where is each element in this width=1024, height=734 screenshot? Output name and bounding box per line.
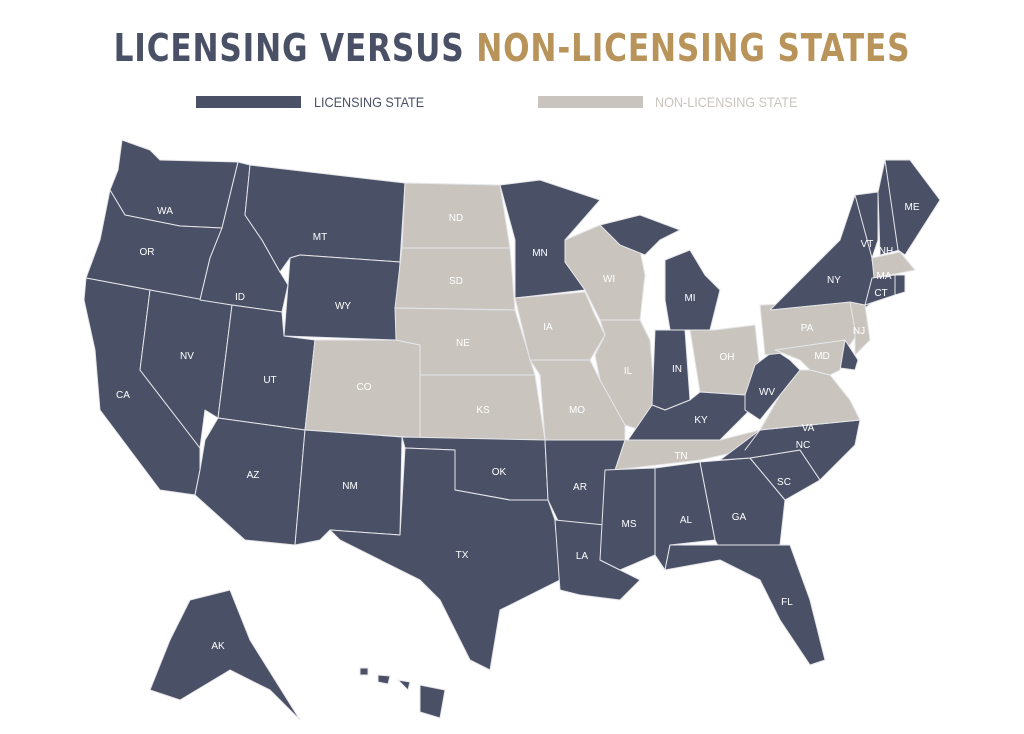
legend-swatch-non-licensing: [538, 96, 643, 108]
state-label-pa: PA: [801, 323, 814, 334]
state-hi: [419, 684, 446, 719]
state-label-fl: FL: [781, 597, 793, 608]
state-label-nj: NJ: [853, 326, 865, 337]
state-label-az: AZ: [247, 470, 260, 481]
state-label-wv: WV: [759, 387, 775, 398]
state-label-ak: AK: [211, 641, 225, 652]
state-in: [651, 329, 691, 411]
state-label-ms: MS: [622, 519, 637, 530]
state-nj: [849, 301, 871, 356]
state-label-id: ID: [235, 292, 245, 303]
state-label-md: MD: [814, 351, 830, 362]
state-label-wy: WY: [335, 301, 351, 312]
state-label-co: CO: [357, 382, 372, 393]
page-title: LICENSING VERSUS NON-LICENSING STATES: [92, 26, 932, 70]
state-label-ga: GA: [732, 512, 747, 523]
state-label-mn: MN: [532, 248, 548, 259]
legend-label-non-licensing: NON-LICENSING STATE: [655, 94, 798, 110]
state-label-nv: NV: [180, 351, 194, 362]
state-label-tx: TX: [456, 550, 469, 561]
state-label-ok: OK: [492, 467, 507, 478]
state-vt: [854, 191, 879, 259]
state-hi-island: [359, 667, 369, 676]
state-me: [884, 159, 941, 256]
state-label-oh: OH: [720, 352, 735, 363]
state-label-ne: NE: [456, 338, 470, 349]
state-mi-lower: [664, 249, 721, 331]
state-label-sd: SD: [449, 276, 463, 287]
state-hi-island: [377, 674, 391, 685]
state-label-ma: MA: [877, 271, 892, 282]
state-label-mo: MO: [569, 405, 585, 416]
state-az: [194, 417, 306, 546]
state-label-ks: KS: [476, 405, 490, 416]
state-label-ny: NY: [827, 275, 841, 286]
state-label-nd: ND: [449, 213, 463, 224]
state-label-ca: CA: [116, 390, 130, 401]
state-label-or: OR: [140, 247, 155, 258]
state-label-vt: VT: [861, 239, 874, 250]
state-label-ar: AR: [573, 482, 587, 493]
title-non-licensing: NON-LICENSING STATES: [476, 26, 911, 70]
state-label-wi: WI: [603, 274, 615, 285]
state-label-al: AL: [680, 515, 693, 526]
state-label-mt: MT: [313, 232, 327, 243]
state-label-va: VA: [802, 423, 815, 434]
legend-label-licensing: LICENSING STATE: [314, 94, 425, 110]
legend: LICENSING STATE NON-LICENSING STATE: [0, 94, 1024, 116]
state-ri: [894, 274, 906, 296]
state-md: [774, 339, 846, 376]
state-ms: [599, 467, 656, 571]
title-licensing: LICENSING VERSUS: [113, 26, 465, 70]
state-label-ut: UT: [263, 375, 276, 386]
legend-swatch-licensing: [196, 96, 301, 108]
state-label-il: IL: [624, 366, 633, 377]
state-tx: [329, 447, 561, 671]
state-il: [594, 319, 656, 431]
state-label-ia: IA: [543, 322, 553, 333]
state-ma: [871, 251, 916, 279]
state-fl: [664, 544, 826, 666]
state-hi-island: [397, 679, 411, 691]
state-label-ri: RI: [908, 294, 918, 305]
state-label-nh: NH: [879, 246, 893, 257]
state-mi: [599, 214, 681, 256]
state-label-hi: HI: [427, 718, 437, 729]
state-label-nc: NC: [796, 440, 810, 451]
state-label-ky: KY: [694, 415, 708, 426]
state-label-me: ME: [905, 202, 920, 213]
state-label-in: IN: [672, 364, 682, 375]
state-label-mi: MI: [684, 293, 695, 304]
state-label-la: LA: [576, 551, 589, 562]
state-label-de: DE: [869, 364, 883, 375]
state-wv: [744, 349, 801, 421]
state-wa: [109, 139, 239, 229]
state-label-tn: TN: [674, 451, 687, 462]
state-wy: [283, 254, 401, 341]
state-label-wa: WA: [157, 206, 173, 217]
state-label-sc: SC: [777, 477, 791, 488]
state-label-nm: NM: [342, 481, 358, 492]
state-ak: [149, 589, 301, 721]
state-label-ct: CT: [874, 288, 887, 299]
